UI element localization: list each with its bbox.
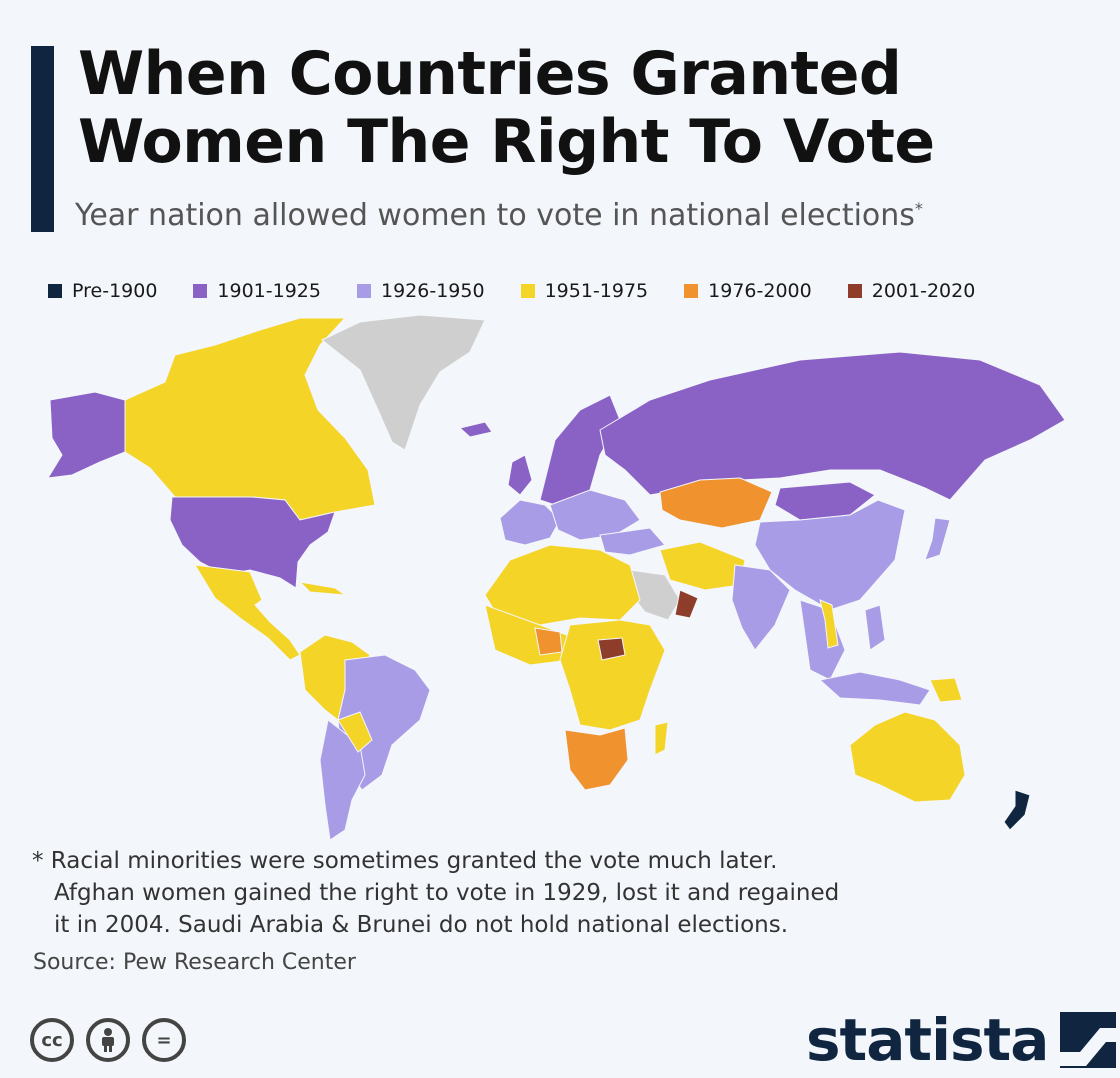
region-mexico-central-america — [194, 564, 301, 661]
region-vietnam — [819, 599, 839, 649]
legend-swatch — [847, 284, 862, 298]
region-nigeria — [534, 627, 563, 656]
legend-swatch — [357, 284, 371, 298]
title-accent-bar — [31, 46, 54, 232]
subtitle-text: Year nation allowed women to vote in nat… — [75, 198, 915, 233]
region-japan — [924, 517, 951, 561]
statista-logo-icon — [1060, 1012, 1117, 1068]
region-alaska — [47, 391, 126, 479]
no-derivatives-icon[interactable]: = — [142, 1018, 186, 1062]
region-southern-cone — [319, 719, 366, 841]
footnote-line-1: * Racial minorities were sometimes grant… — [32, 848, 778, 874]
legend-label: 1976-2000 — [708, 280, 812, 302]
legend-swatch — [48, 284, 62, 298]
region-oman — [674, 589, 699, 619]
legend-label: 1901-1925 — [217, 280, 321, 302]
footnote-line-2: Afghan women gained the right to vote in… — [54, 880, 840, 906]
world-map — [47, 314, 1066, 841]
region-india — [731, 564, 791, 651]
region-china — [754, 499, 906, 611]
footnote: * Racial minorities were sometimes grant… — [32, 845, 1092, 941]
legend-item-1901-1925: 1901-1925 — [193, 280, 321, 302]
region-iran-pakistan — [659, 541, 746, 591]
region-central-eastern-europe — [549, 489, 641, 541]
region-south-sudan — [597, 637, 626, 661]
region-australia — [849, 711, 966, 803]
brand-name: statista — [806, 1006, 1049, 1074]
region-kazakhstan — [659, 477, 773, 529]
legend-item-1926-1950: 1926-1950 — [357, 280, 485, 302]
creative-commons-icon[interactable]: cc — [30, 1018, 74, 1062]
region-western-europe — [499, 499, 561, 546]
region-cuba — [298, 581, 347, 596]
region-turkey-caucasus — [599, 527, 666, 556]
legend-label: 2001-2020 — [871, 280, 976, 302]
region-central-east-africa — [559, 619, 666, 731]
region-philippines — [864, 604, 886, 651]
legend: Pre-1900 1901-1925 1926-1950 1951-1975 1… — [48, 278, 975, 304]
attribution-person-icon[interactable] — [86, 1018, 130, 1062]
source-note: Source: Pew Research Center — [33, 950, 356, 975]
region-bolivia-paraguay — [337, 711, 373, 753]
legend-item-2001-2020: 2001-2020 — [847, 280, 976, 302]
region-greenland — [321, 314, 486, 451]
statista-logo[interactable]: statista — [806, 1005, 1117, 1075]
license-badges: cc = — [30, 1018, 186, 1062]
chart-subtitle: Year nation allowed women to vote in nat… — [75, 198, 923, 233]
region-papua-new-guinea — [929, 677, 963, 703]
legend-swatch — [520, 284, 535, 298]
title-line-2: Women The Right To Vote — [78, 107, 935, 177]
legend-swatch — [684, 284, 699, 298]
footnote-line-3: it in 2004. Saudi Arabia & Brunei do not… — [54, 912, 789, 938]
legend-swatch — [193, 284, 208, 298]
legend-item-1951-1975: 1951-1975 — [520, 280, 649, 302]
region-usa — [169, 496, 336, 589]
nd-glyph: = — [156, 1029, 172, 1051]
legend-item-1976-2000: 1976-2000 — [684, 280, 812, 302]
region-southern-africa — [564, 727, 629, 791]
region-madagascar — [654, 721, 669, 756]
region-uk-ireland — [507, 454, 533, 496]
legend-label: Pre-1900 — [72, 280, 158, 302]
chart-title: When Countries Granted Women The Right T… — [78, 40, 1078, 176]
region-indonesia — [818, 671, 931, 706]
title-line-1: When Countries Granted — [78, 39, 902, 109]
region-new-zealand — [1003, 789, 1031, 831]
legend-label: 1951-1975 — [544, 280, 649, 302]
region-iceland — [458, 421, 493, 438]
legend-label: 1926-1950 — [381, 280, 485, 302]
subtitle-asterisk: * — [914, 199, 923, 218]
cc-glyph: cc — [41, 1029, 63, 1051]
legend-item-pre-1900: Pre-1900 — [48, 280, 157, 302]
person-glyph — [102, 1028, 114, 1052]
region-russia — [599, 351, 1066, 501]
